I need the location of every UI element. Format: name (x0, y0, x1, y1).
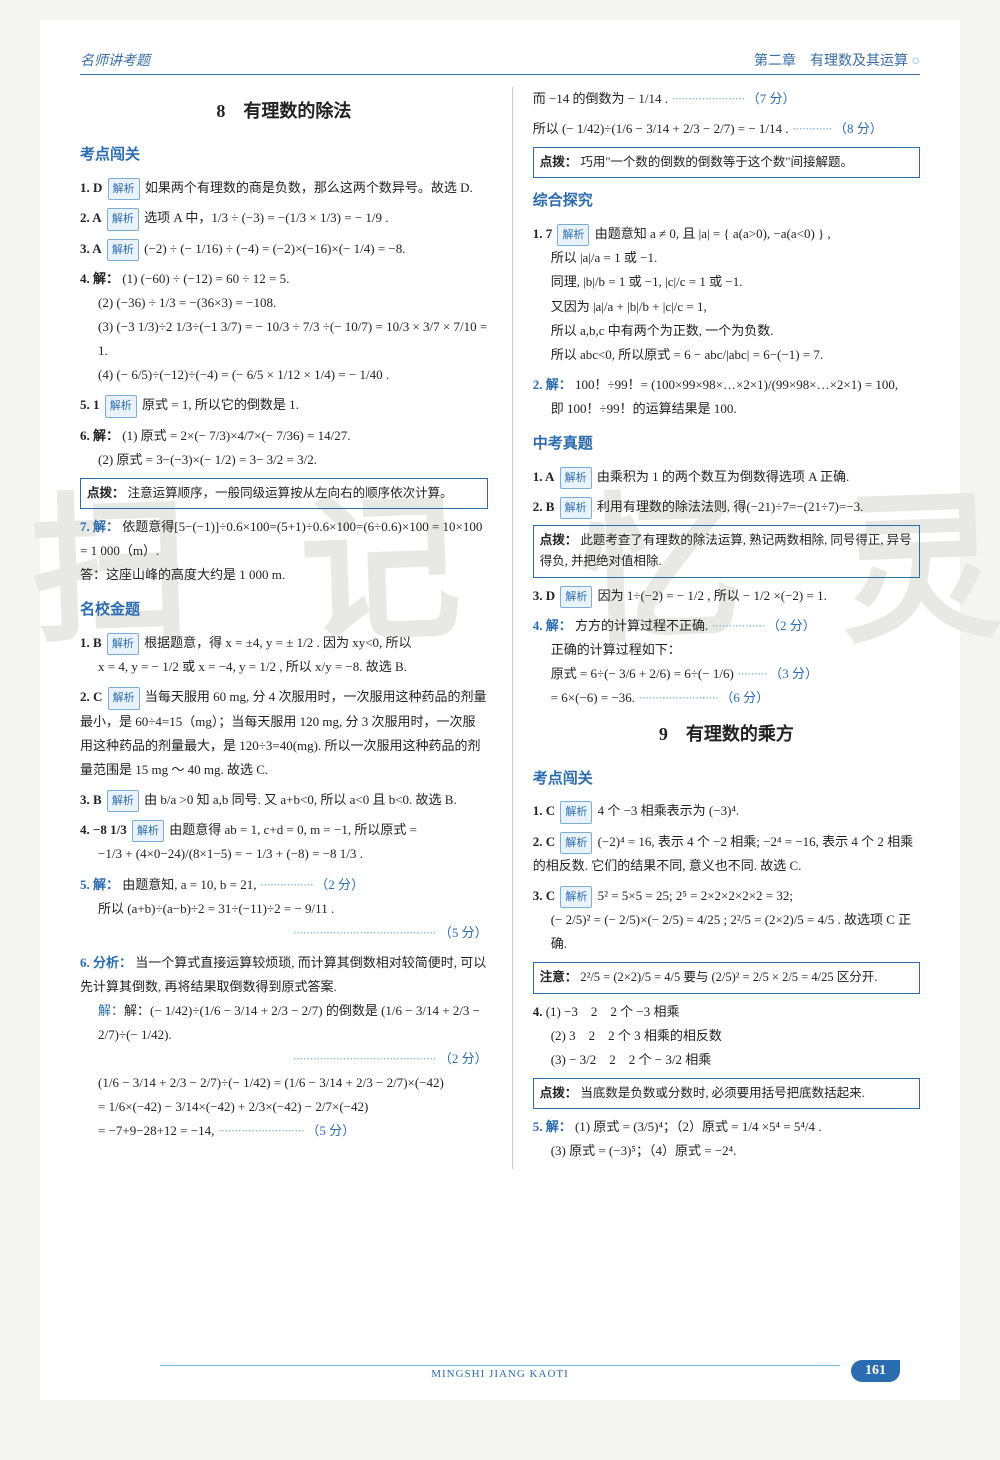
subsection-mingxiao: 名校金题 (80, 597, 488, 625)
analysis-tag: 解析 (108, 178, 140, 200)
s9q4: 4. (1) −3 2 2 个 −3 相乘 (2) 3 2 2 个 3 相乘的相… (533, 1000, 920, 1072)
footer-rule (160, 1365, 840, 1366)
tip-box-1: 点拨： 注意运算顺序，一般同级运算按从左向右的顺序依次计算。 (80, 478, 488, 509)
tip-box-s9-1: 注意： 2²/5 = (2×2)/5 = 4/5 要与 (2/5)² = 2/5… (533, 962, 920, 993)
s9q2: 2. C 解析 (−2)⁴ = 16, 表示 4 个 −2 相乘; −2⁴ = … (533, 830, 920, 878)
q4: 4. 解： (1) (−60) ÷ (−12) = 60 ÷ 12 = 5. (… (80, 267, 488, 387)
right-column: 而 −14 的倒数为 − 1/14 . ····················… (512, 87, 920, 1169)
page-number: 161 (851, 1360, 900, 1382)
m2: 2. C 解析 当每天服用 60 mg, 分 4 次服用时，一次服用这种药品的剂… (80, 685, 488, 781)
s9q3: 3. C 解析 5² = 5×5 = 25; 2⁵ = 2×2×2×2×2 = … (533, 884, 920, 956)
q5: 5. 1 解析 原式 = 1, 所以它的倒数是 1. (80, 393, 488, 417)
footer-pinyin: MINGSHI JIANG KAOTI (431, 1368, 569, 1380)
c4: 4. 解： 方方的计算过程不正确. ················ （2 分）… (533, 614, 920, 710)
z1: 1. 7 解析 由题意知 a ≠ 0, 且 |a| = { a(a>0), −a… (533, 222, 920, 367)
chapter-title: 第二章 有理数及其运算 (754, 50, 920, 70)
c3: 3. D 解析 因为 1÷(−2) = − 1/2 , 所以 − 1/2 ×(−… (533, 584, 920, 608)
q6: 6. 解： (1) 原式 = 2×(− 7/3)×4/7×(− 7/36) = … (80, 424, 488, 472)
s9q5: 5. 解： (1) 原式 = (3/5)⁴；（2）原式 = 1/4 ×5⁴ = … (533, 1115, 920, 1163)
s9q1: 1. C 解析 4 个 −3 相乘表示为 (−3)⁴. (533, 799, 920, 823)
m3: 3. B 解析 由 b/a >0 知 a,b 同号. 又 a+b<0, 所以 a… (80, 788, 488, 812)
section-8-title: 8 有理数的除法 (80, 95, 488, 128)
c2: 2. B 解析 利用有理数的除法法则, 得(−21)÷7=−(21÷7)=−3. (533, 495, 920, 519)
tip-box-s9-2: 点拨： 当底数是负数或分数时, 必须要用括号把底数括起来. (533, 1078, 920, 1109)
q1: 1. D 解析 如果两个有理数的商是负数，那么这两个数异号。故选 D. (80, 176, 488, 200)
r-cont2: 所以 (− 1/42)÷(1/6 − 3/14 + 2/3 − 2/7) = −… (533, 117, 920, 141)
m4: 4. −8 1/3 解析 由题意得 ab = 1, c+d = 0, m = −… (80, 818, 488, 866)
subsection-zonghe: 综合探究 (533, 188, 920, 216)
tip-box-r2: 点拨： 此题考查了有理数的除法运算, 熟记两数相除, 同号得正, 异号得负, 并… (533, 525, 920, 578)
m5: 5. 解： 由题意知, a = 10, b = 21, ············… (80, 873, 488, 945)
r-cont1: 而 −14 的倒数为 − 1/14 . ····················… (533, 87, 920, 111)
section-9-title: 9 有理数的乘方 (533, 718, 920, 751)
z2: 2. 解： 100！÷99！= (100×99×98×…×2×1)/(99×98… (533, 373, 920, 421)
subsection-zhongkao: 中考真题 (533, 431, 920, 459)
m1: 1. B 解析 根据题意，得 x = ±4, y = ± 1/2 . 因为 xy… (80, 631, 488, 679)
m6: 6. 分析： 当一个算式直接运算较烦琐, 而计算其倒数相对较简便时, 可以先计算… (80, 951, 488, 1143)
s9-kaodian: 考点闯关 (533, 766, 920, 794)
tip-box-r1: 点拨： 巧用"一个数的倒数的倒数等于这个数"间接解题。 (533, 147, 920, 178)
left-column: 8 有理数的除法 考点闯关 1. D 解析 如果两个有理数的商是负数，那么这两个… (80, 87, 488, 1169)
q7: 7. 解： 依题意得[5−(−1)]÷0.6×100=(5+1)÷0.6×100… (80, 515, 488, 587)
q3: 3. A 解析 (−2) ÷ (− 1/16) ÷ (−4) = (−2)×(−… (80, 237, 488, 261)
c1: 1. A 解析 由乘积为 1 的两个数互为倒数得选项 A 正确. (533, 465, 920, 489)
book-title: 名师讲考题 (80, 50, 150, 70)
q2: 2. A 解析 选项 A 中，1/3 ÷ (−3) = −(1/3 × 1/3)… (80, 206, 488, 230)
page-header: 名师讲考题 第二章 有理数及其运算 (80, 50, 920, 75)
subsection-kaodian: 考点闯关 (80, 142, 488, 170)
